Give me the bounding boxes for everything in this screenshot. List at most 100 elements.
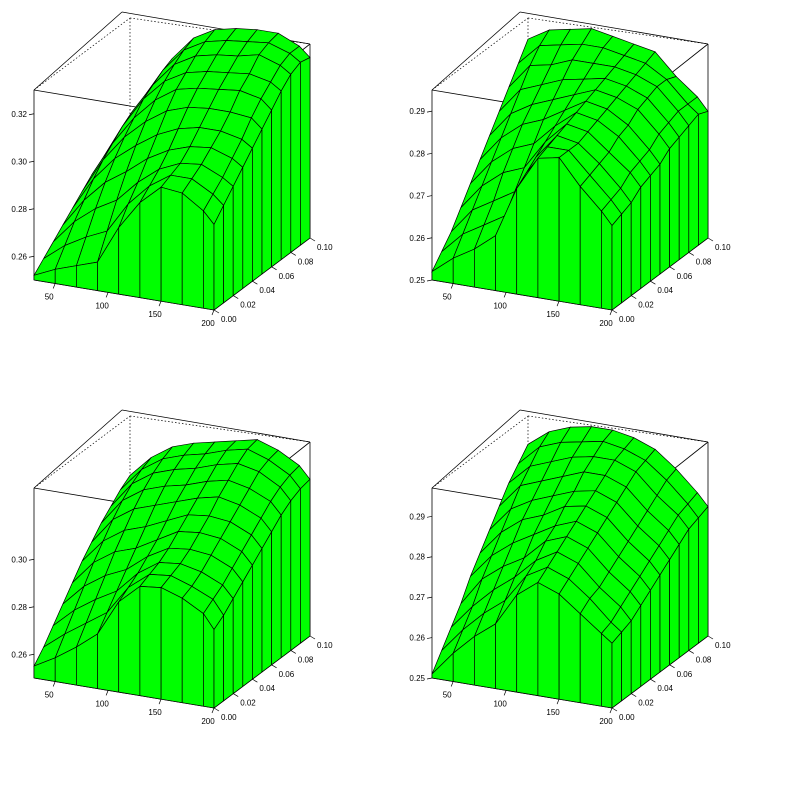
y-tick-mark — [309, 237, 316, 242]
box-edge — [431, 11, 521, 91]
box-hidden-edge — [527, 17, 709, 45]
x-tick-label: 150 — [546, 708, 560, 717]
surface-skirt-right — [621, 619, 632, 702]
y-tick-mark — [650, 678, 656, 683]
x-tick-label: 100 — [95, 301, 109, 310]
surface-skirt-right — [669, 136, 680, 268]
z-tick-label: 0.27 — [409, 192, 425, 201]
y-tick-mark — [290, 252, 296, 256]
surface-skirt-front — [537, 157, 560, 302]
axis-ticks: 50 100 150 200 0.000.020.04 0.060.080.10 0.25 0… — [409, 107, 731, 328]
y-tick-mark — [233, 693, 239, 697]
surface-skirt-right — [280, 499, 292, 659]
x-tick-mark — [105, 292, 109, 298]
surface-mesh — [431, 426, 709, 709]
z-tick-mark — [28, 653, 35, 656]
y-tick-mark — [611, 309, 618, 314]
x-tick-label: 150 — [148, 310, 162, 319]
z-tick-label: 0.27 — [409, 593, 425, 602]
surface-skirt-right — [611, 631, 622, 709]
x-tick-label: 150 — [148, 708, 162, 717]
surface-plot-4: 50 100 150 200 0.000.020.04 0.060.080.10 0.25 0… — [409, 409, 731, 726]
box-edge — [519, 11, 709, 45]
z-tick-mark — [426, 237, 433, 240]
y-tick-label: 0.00 — [221, 713, 237, 722]
y-tick-label: 0.00 — [221, 315, 237, 324]
box-edge — [33, 409, 123, 489]
y-tick-label: 0.08 — [696, 257, 712, 266]
y-tick-label: 0.08 — [298, 655, 314, 664]
surface-skirt-right — [300, 478, 311, 644]
x-tick-mark — [158, 301, 162, 307]
y-tick-label: 0.02 — [638, 699, 654, 708]
surface-skirt-right — [640, 589, 651, 688]
y-tick-label: 0.06 — [279, 272, 295, 281]
x-tick-label: 200 — [599, 319, 613, 328]
surface-skirt-right — [650, 163, 661, 282]
z-tick-mark — [426, 195, 433, 197]
surface-skirt-right — [621, 201, 632, 304]
surface-plot-2: 50 100 150 200 0.000.020.04 0.060.080.10 0.25 0… — [409, 11, 731, 328]
surface-skirt-front — [160, 587, 183, 704]
axis-ticks: 50 100 150 200 0.000.020.04 0.060.080.10 0.26 0… — [11, 555, 333, 726]
surface-skirt-right — [630, 185, 642, 297]
x-tick-label: 50 — [443, 691, 452, 700]
box-edge — [121, 409, 311, 443]
z-tick-label: 0.29 — [409, 512, 425, 521]
surface-skirt-front — [181, 597, 204, 707]
chart-panel-1: 50 100 150 200 0.00 0.02 0.04 0.06 0.08 0.10 0.26 0… — [0, 0, 398, 398]
surface-skirt-front — [54, 265, 77, 288]
x-tick-mark — [609, 707, 613, 714]
surface-skirt-right — [261, 109, 272, 275]
y-tick-mark — [707, 635, 714, 640]
z-tick-label: 0.26 — [409, 234, 425, 243]
z-tick-mark — [28, 113, 35, 116]
y-tick-label: 0.10 — [317, 243, 333, 252]
chart-panel-3: 50 100 150 200 0.00 0.02 0.04 0.06 0.08 0.10 0.26 0… — [0, 398, 398, 796]
z-tick-label: 0.28 — [11, 603, 27, 612]
z-tick-label: 0.32 — [11, 110, 27, 119]
y-tick-label: 0.06 — [677, 272, 693, 281]
z-tick-label: 0.26 — [409, 634, 425, 643]
x-tick-mark — [450, 283, 454, 289]
surface-skirt-right — [280, 72, 292, 261]
surface-skirt-right — [213, 614, 224, 709]
z-tick-label: 0.28 — [409, 553, 425, 562]
y-tick-label: 0.04 — [259, 684, 275, 693]
chart-panel-4: 50 100 150 200 0.00 0.02 0.04 0.06 0.08 0.10 0.25 0… — [398, 398, 796, 796]
x-tick-mark — [105, 690, 109, 696]
box-hidden-edge — [33, 17, 131, 91]
z-tick-mark — [28, 160, 35, 163]
x-tick-mark — [556, 699, 560, 705]
surface-plot-1: 50 100 150 200 0.000.020.04 0.060.080.10 0.26 0… — [11, 11, 333, 328]
surface-skirt-right — [659, 147, 670, 275]
surface-skirt-right — [659, 558, 670, 673]
y-tick-label: 0.08 — [298, 257, 314, 266]
y-tick-label: 0.04 — [259, 286, 275, 295]
surface-skirt-right — [223, 597, 234, 702]
x-tick-mark — [609, 309, 613, 316]
y-tick-mark — [252, 678, 258, 683]
x-tick-mark — [503, 292, 507, 298]
y-tick-mark — [271, 664, 277, 669]
surface-skirt-right — [650, 573, 661, 680]
y-tick-mark — [309, 635, 316, 640]
z-tick-mark — [426, 279, 433, 282]
y-tick-mark — [650, 280, 656, 285]
surface-skirt-right — [630, 604, 642, 695]
x-tick-label: 200 — [599, 717, 613, 726]
surface-plot-3: 50 100 150 200 0.000.020.04 0.060.080.10 0.26 0… — [11, 409, 333, 726]
box-hidden-edge — [431, 17, 529, 91]
surface-skirt-front — [537, 581, 560, 700]
z-tick-mark — [426, 596, 433, 599]
y-tick-label: 0.04 — [657, 286, 673, 295]
surface-skirt-right — [252, 128, 263, 282]
x-tick-label: 50 — [443, 293, 452, 302]
surface-skirt-front — [139, 586, 162, 700]
z-tick-mark — [426, 637, 433, 639]
y-tick-mark — [707, 237, 714, 242]
surface-skirt-right — [678, 124, 690, 261]
surface-skirt-right — [271, 90, 282, 268]
surface-skirt-right — [688, 113, 699, 254]
